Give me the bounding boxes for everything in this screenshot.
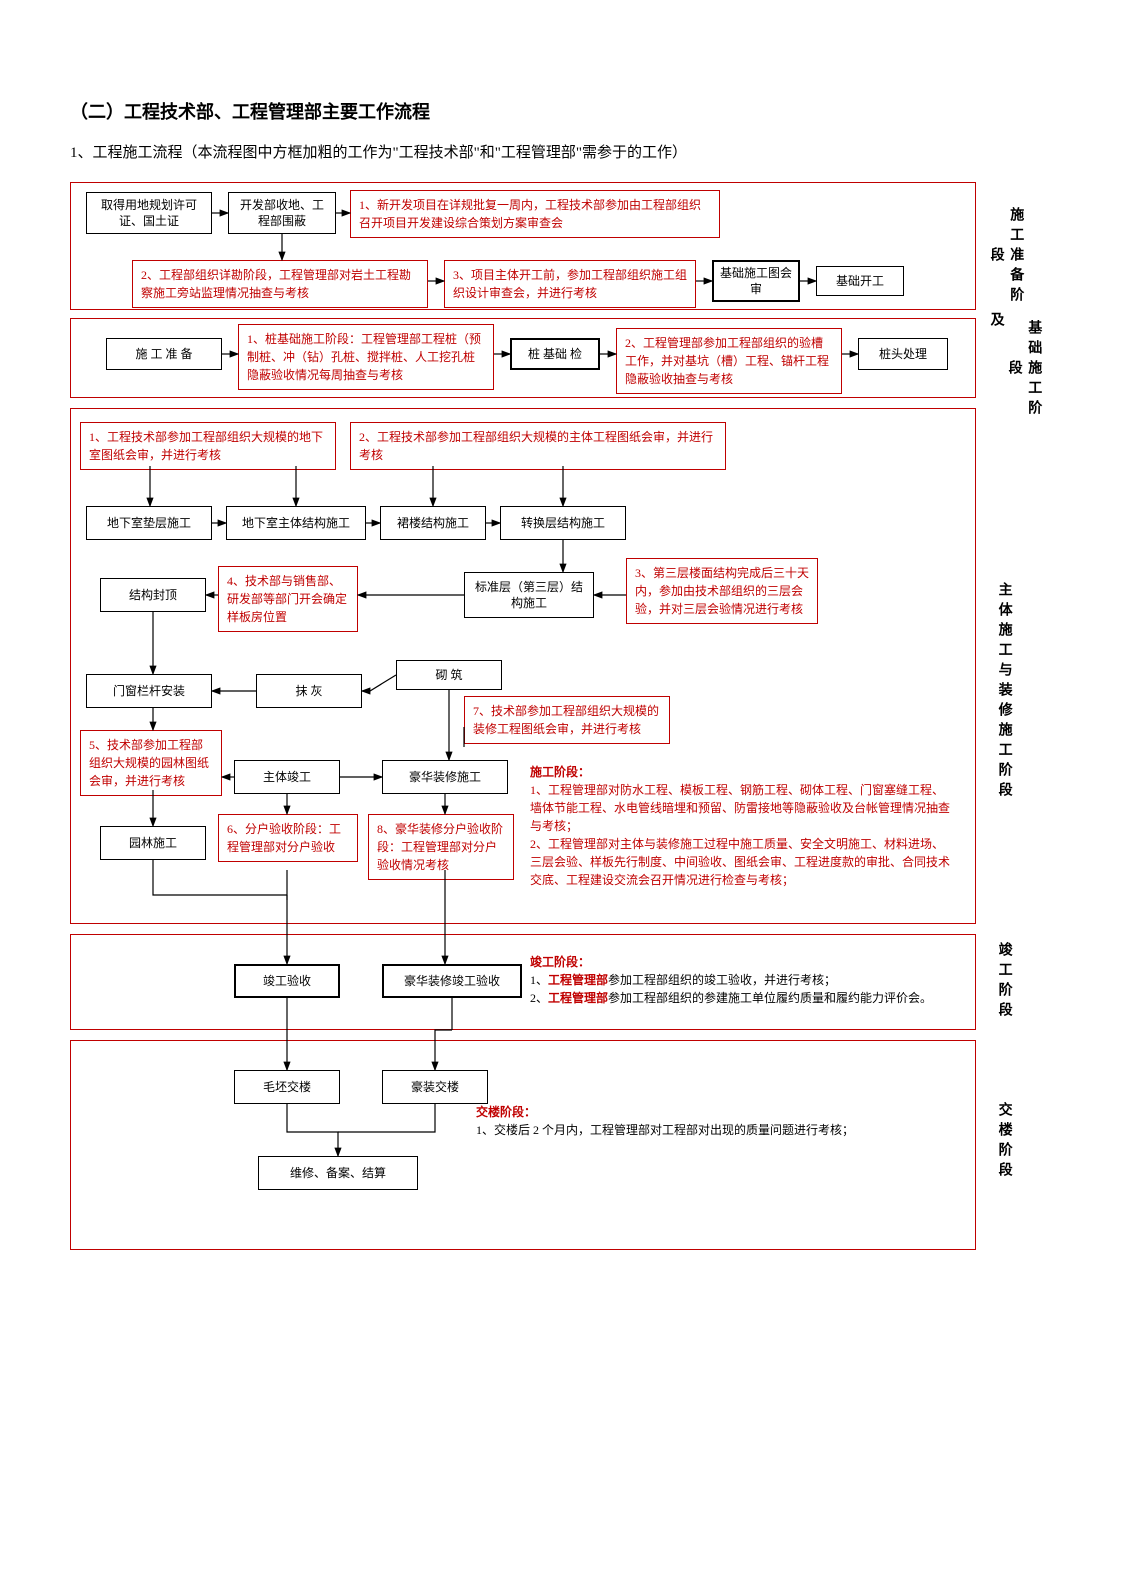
node-basement-structure: 地下室主体结构施工 [226, 506, 366, 540]
note-r8: 4、技术部与销售部、研发部等部门开会确定样板房位置 [218, 566, 358, 632]
phase-handover-box [70, 1040, 976, 1250]
node-landscape: 园林施工 [100, 826, 206, 860]
note-r14-1: 1、工程管理部对防水工程、模板工程、钢筋工程、砌体工程、门窗塞缝工程、墙体节能工… [530, 783, 950, 833]
note-r15-block: 竣工阶段： 1、工程管理部参加工程部组织的竣工验收，并进行考核； 2、工程管理部… [522, 948, 962, 1012]
note-r16-title: 交楼阶段： [476, 1105, 536, 1119]
note-r16-1: 1、交楼后 2 个月内，工程管理部对工程部对出现的质量问题进行考核； [476, 1123, 854, 1137]
note-r9: 3、第三层楼面结构完成后三十天内，参加由技术部组织的三层会验，并对三层会验情况进… [626, 558, 818, 624]
note-r10: 7、技术部参加工程部组织大规模的装修工程图纸会审，并进行考核 [464, 696, 670, 744]
phase-label-found-and: 及 [986, 312, 1006, 332]
node-pile-inspection: 桩 基础 检 [510, 338, 600, 370]
flowchart-canvas: 施工准备阶段 及 基础施工阶段 主体施工与装修施工阶段 竣工阶段 交楼阶段 取得… [70, 182, 1030, 1312]
note-r5: 2、工程管理部参加工程部组织的验槽工作，并对基坑（槽）工程、锚杆工程隐蔽验收抽查… [616, 328, 842, 394]
flow-title: 1、工程施工流程（本流程图中方框加粗的工作为"工程技术部"和"工程管理部"需参于… [70, 143, 1052, 164]
node-maintenance-filing-settlement: 维修、备案、结算 [258, 1156, 418, 1190]
note-r4: 1、桩基础施工阶段：工程管理部工程桩（预制桩、冲（钻）孔桩、搅拌桩、人工挖孔桩隐… [238, 324, 494, 390]
note-r15-title: 竣工阶段： [530, 955, 590, 969]
note-r2: 2、工程部组织详勘阶段，工程管理部对岩土工程勘察施工旁站监理情况抽查与考核 [132, 260, 428, 308]
note-r15-1a: 1、 [530, 973, 548, 987]
node-luxury-completion-acceptance: 豪华装修竣工验收 [382, 964, 522, 998]
node-standard-floor: 标准层（第三层）结构施工 [464, 572, 594, 618]
node-transfer-layer: 转换层结构施工 [500, 506, 626, 540]
note-r14-block: 施工阶段： 1、工程管理部对防水工程、模板工程、钢筋工程、砌体工程、门窗塞缝工程… [522, 758, 962, 894]
node-windows-rails: 门窗栏杆安装 [86, 674, 212, 708]
node-main-completion: 主体竣工 [234, 760, 340, 794]
note-r7: 2、工程技术部参加工程部组织大规模的主体工程图纸会审，并进行考核 [350, 422, 726, 470]
phase-label-found: 基础施工阶段 [1004, 320, 1043, 420]
note-r1: 1、新开发项目在详规批复一周内，工程技术部参加由工程部组织召开项目开发建设综合策… [350, 190, 720, 238]
note-r13: 8、豪华装修分户验收阶段：工程管理部对分户验收情况考核 [368, 814, 514, 880]
node-construction-prep: 施 工 准 备 [106, 338, 222, 370]
node-plastering: 抹 灰 [256, 674, 362, 708]
note-r6: 1、工程技术部参加工程部组织大规模的地下室图纸会审，并进行考核 [80, 422, 336, 470]
phase-label-prep: 施工准备阶段 [986, 202, 1025, 312]
phase-label-complete: 竣工阶段 [994, 938, 1014, 1026]
note-r15-2a: 2、 [530, 991, 548, 1005]
note-r14-title: 施工阶段： [530, 765, 590, 779]
note-r16-block: 交楼阶段： 1、交楼后 2 个月内，工程管理部对工程部对出现的质量问题进行考核； [468, 1098, 938, 1144]
phase-label-main: 主体施工与装修施工阶段 [994, 562, 1014, 822]
note-r12: 6、分户验收阶段：工程管理部对分户验收 [218, 814, 358, 862]
node-pile-head: 桩头处理 [858, 338, 948, 370]
note-r11: 5、技术部参加工程部组织大规模的园林图纸会审，并进行考核 [80, 730, 222, 796]
phase-label-handover: 交楼阶段 [994, 1092, 1014, 1192]
node-foundation-start: 基础开工 [816, 266, 904, 296]
node-podium-structure: 裙楼结构施工 [380, 506, 486, 540]
node-structure-topout: 结构封顶 [100, 578, 206, 612]
node-land-permit: 取得用地规划许可证、国土证 [86, 192, 212, 234]
note-r3: 3、项目主体开工前，参加工程部组织施工组织设计审查会，并进行考核 [444, 260, 696, 308]
node-basement-bedding: 地下室垫层施工 [86, 506, 212, 540]
section-heading: （二）工程技术部、工程管理部主要工作流程 [70, 100, 1052, 125]
node-masonry: 砌 筑 [396, 660, 502, 690]
node-enclosure: 开发部收地、工程部围蔽 [228, 192, 336, 234]
node-luxury-decoration: 豪华装修施工 [382, 760, 508, 794]
node-completion-acceptance: 竣工验收 [234, 964, 340, 998]
note-r14-2: 2、工程管理部对主体与装修施工过程中施工质量、安全文明施工、材料进场、三层会验、… [530, 837, 950, 887]
node-foundation-drawing-review: 基础施工图会审 [712, 260, 800, 302]
node-rough-handover: 毛坯交楼 [234, 1070, 340, 1104]
